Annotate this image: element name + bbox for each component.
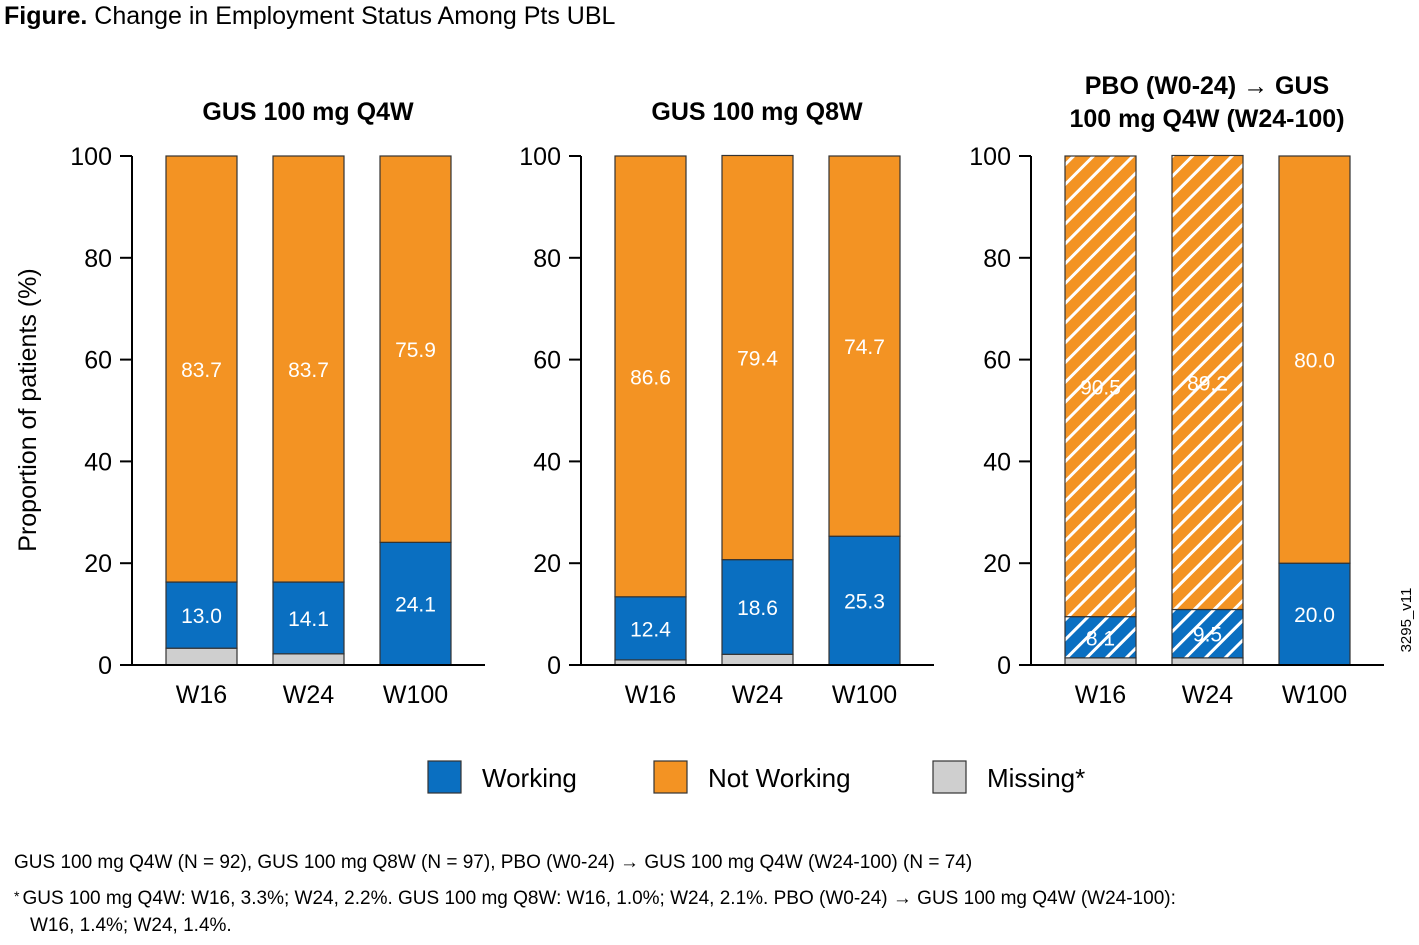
panel-3: PBO (W0-24) → GUS 100 mg Q4W (W24-100) 0 20… bbox=[969, 72, 1384, 709]
bar-group-w16: 12.4 86.6 bbox=[614, 155, 687, 666]
panel-2: GUS 100 mg Q8W 0 20 40 60 80 100 12.4 86.6 W16 18.… bbox=[519, 98, 934, 709]
data-label-not-working: 74.7 bbox=[844, 336, 885, 359]
legend-label-not-working: Not Working bbox=[708, 763, 851, 793]
bar-group-w100: 25.3 74.7 bbox=[828, 155, 901, 666]
y-tick-label: 60 bbox=[533, 347, 561, 375]
data-label-not-working: 90.5 bbox=[1080, 376, 1121, 399]
x-tick-label: W100 bbox=[383, 681, 448, 709]
bar-missing bbox=[721, 653, 794, 666]
y-axis-label: Proportion of patients (%) bbox=[14, 268, 42, 551]
bar-missing bbox=[165, 647, 238, 666]
bar-not-working bbox=[614, 155, 687, 598]
y-tick-label: 20 bbox=[84, 550, 112, 578]
bar-not-working bbox=[828, 155, 901, 537]
legend-swatch-working bbox=[427, 760, 462, 794]
y-tick-label: 40 bbox=[533, 448, 561, 476]
y-tick-label: 0 bbox=[547, 652, 561, 680]
x-tick-label: W100 bbox=[832, 681, 897, 709]
data-label-not-working: 75.9 bbox=[395, 339, 436, 362]
figure-title-label: Figure. bbox=[4, 2, 88, 30]
bar-missing bbox=[1171, 657, 1244, 666]
bar-not-working bbox=[1171, 154, 1244, 611]
bar-group-w16: 8.1 90.5 bbox=[1064, 155, 1137, 666]
bar-group-w24: 9.5 89.2 bbox=[1171, 154, 1244, 666]
bar-missing bbox=[1064, 657, 1137, 666]
legend-label-missing: Missing* bbox=[987, 763, 1085, 793]
bar-group-w24: 14.1 83.7 bbox=[272, 155, 345, 666]
x-tick-label: W100 bbox=[1282, 681, 1347, 709]
legend: Working Not Working Missing* bbox=[427, 760, 1085, 794]
panel-title: GUS 100 mg Q4W bbox=[202, 98, 414, 126]
bar-working bbox=[614, 596, 687, 661]
figure-title-text: Change in Employment Status Among Pts UB… bbox=[94, 2, 616, 30]
data-label-working: 12.4 bbox=[630, 618, 671, 641]
y-tick-label: 80 bbox=[84, 245, 112, 273]
y-tick-label: 0 bbox=[98, 652, 112, 680]
y-tick-label: 40 bbox=[983, 448, 1011, 476]
data-label-working: 14.1 bbox=[288, 608, 329, 631]
panel-title: GUS 100 mg Q8W bbox=[651, 98, 863, 126]
footnote-asterisk: * bbox=[14, 888, 20, 904]
bar-working bbox=[1171, 608, 1244, 659]
bar-group-w16: 13.0 83.7 bbox=[165, 155, 238, 666]
data-label-not-working: 89.2 bbox=[1187, 373, 1228, 396]
data-label-working: 24.1 bbox=[395, 594, 436, 617]
version-tag: 3295_v11 bbox=[1398, 588, 1415, 653]
bar-not-working bbox=[272, 155, 345, 583]
legend-swatch-not-working bbox=[653, 760, 688, 794]
legend-label-working: Working bbox=[482, 763, 577, 793]
x-tick-label: W16 bbox=[1075, 681, 1126, 709]
data-label-not-working: 83.7 bbox=[181, 359, 222, 382]
y-tick-label: 100 bbox=[70, 143, 112, 171]
y-tick-label: 80 bbox=[533, 245, 561, 273]
data-label-working: 13.0 bbox=[181, 605, 222, 628]
x-tick-label: W16 bbox=[176, 681, 227, 709]
x-tick-label: W24 bbox=[1182, 681, 1234, 709]
footnote-missing-line-2: W16, 1.4%; W24, 1.4%. bbox=[30, 915, 232, 936]
y-tick-label: 0 bbox=[997, 652, 1011, 680]
data-label-working: 9.5 bbox=[1193, 624, 1222, 647]
y-tick-label: 100 bbox=[969, 143, 1011, 171]
footnote-missing-line-1: GUS 100 mg Q4W: W16, 3.3%; W24, 2.2%. GU… bbox=[22, 888, 1176, 909]
data-label-not-working: 80.0 bbox=[1294, 350, 1335, 373]
bar-working bbox=[165, 581, 238, 649]
bar-not-working bbox=[379, 155, 452, 543]
y-tick-label: 100 bbox=[519, 143, 561, 171]
bar-missing bbox=[272, 653, 345, 666]
y-tick-label: 20 bbox=[533, 550, 561, 578]
x-tick-label: W16 bbox=[625, 681, 676, 709]
bar-working bbox=[828, 535, 901, 666]
y-tick-label: 20 bbox=[983, 550, 1011, 578]
bar-not-working bbox=[1064, 155, 1137, 618]
bar-not-working bbox=[721, 154, 794, 561]
bar-not-working bbox=[165, 155, 238, 583]
x-tick-label: W24 bbox=[732, 681, 784, 709]
panel-title: PBO (W0-24) → GUS bbox=[1085, 72, 1329, 100]
bar-working bbox=[1064, 616, 1137, 659]
data-label-working: 18.6 bbox=[737, 597, 778, 620]
footnote-missing: * GUS 100 mg Q4W: W16, 3.3%; W24, 2.2%. G… bbox=[14, 888, 1176, 910]
y-tick-label: 60 bbox=[84, 347, 112, 375]
data-label-not-working: 83.7 bbox=[288, 359, 329, 382]
data-label-not-working: 86.6 bbox=[630, 366, 671, 389]
bar-group-w24: 18.6 79.4 bbox=[721, 154, 794, 666]
y-tick-label: 80 bbox=[983, 245, 1011, 273]
y-tick-label: 60 bbox=[983, 347, 1011, 375]
bar-group-w100: 20.0 80.0 bbox=[1278, 155, 1351, 666]
x-tick-label: W24 bbox=[283, 681, 335, 709]
data-label-working: 8.1 bbox=[1086, 627, 1115, 650]
legend-swatch-missing bbox=[932, 760, 967, 794]
y-tick-label: 40 bbox=[84, 448, 112, 476]
footnote-n-line: GUS 100 mg Q4W (N = 92), GUS 100 mg Q8W … bbox=[14, 852, 973, 873]
panels-layer: GUS 100 mg Q4W 0 20 40 60 80 100 13.0 83.7 W16 14.… bbox=[70, 72, 1384, 709]
panel-title: 100 mg Q4W (W24-100) bbox=[1069, 105, 1344, 133]
bar-not-working bbox=[1278, 155, 1351, 564]
data-label-not-working: 79.4 bbox=[737, 348, 778, 371]
panel-1: GUS 100 mg Q4W 0 20 40 60 80 100 13.0 83.7 W16 14.… bbox=[70, 98, 485, 709]
figure-title: Figure. Change in Employment Status Amon… bbox=[4, 2, 615, 31]
data-label-working: 25.3 bbox=[844, 591, 885, 614]
data-label-working: 20.0 bbox=[1294, 604, 1335, 627]
bar-group-w100: 24.1 75.9 bbox=[379, 155, 452, 666]
